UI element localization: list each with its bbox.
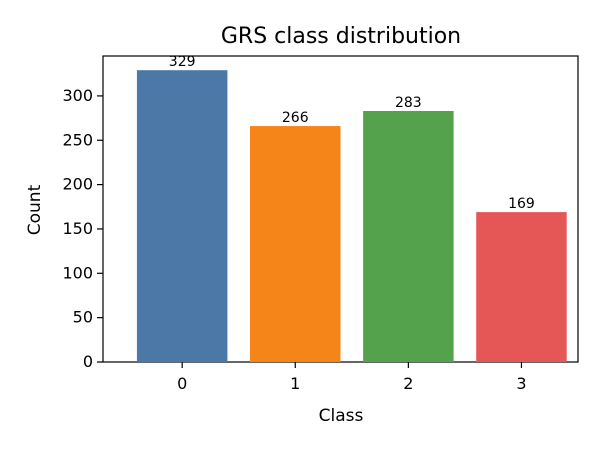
y-tick-label-100: 100 xyxy=(62,263,93,282)
bar-value-label-class-0: 329 xyxy=(169,54,196,70)
bar-value-label-class-1: 266 xyxy=(282,110,309,126)
y-tick-label-250: 250 xyxy=(62,130,93,149)
y-tick-label-200: 200 xyxy=(62,175,93,194)
x-tick-label-class-1: 1 xyxy=(290,374,300,393)
x-axis-label: Class xyxy=(319,406,364,426)
y-axis: 0 50 100 150 200 250 300 xyxy=(62,86,103,371)
bar-value-label-class-3: 169 xyxy=(508,196,535,212)
x-tick-label-class-3: 3 xyxy=(516,374,526,393)
bar-class-2 xyxy=(363,110,454,363)
bar-class-3 xyxy=(476,212,567,362)
y-tick-label-300: 300 xyxy=(62,86,93,105)
bar-class-0 xyxy=(136,70,228,362)
y-tick-label-150: 150 xyxy=(62,219,93,238)
y-tick-label-50: 50 xyxy=(73,308,93,327)
y-axis-label: Count xyxy=(25,184,45,235)
chart-title: GRS class distribution xyxy=(221,24,461,49)
bar-class-1 xyxy=(250,126,341,362)
bar-labels-group: 329 266 283 169 xyxy=(169,54,535,212)
x-tick-label-class-2: 2 xyxy=(403,374,413,393)
bars-group xyxy=(136,70,567,363)
y-tick-label-0: 0 xyxy=(83,352,93,371)
x-tick-label-class-0: 0 xyxy=(177,374,187,393)
x-axis: 0 1 2 3 xyxy=(177,362,527,393)
bar-value-label-class-2: 283 xyxy=(395,95,422,111)
